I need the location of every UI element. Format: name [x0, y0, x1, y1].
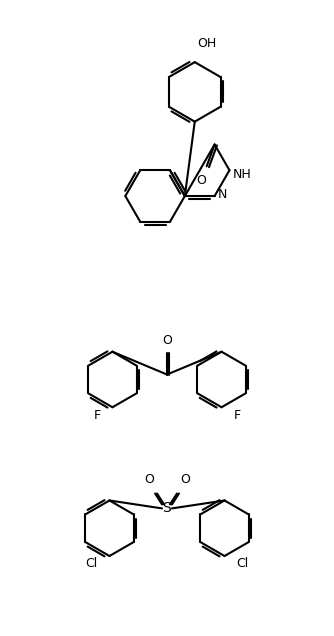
Text: O: O: [196, 174, 206, 187]
Text: Cl: Cl: [85, 557, 98, 570]
Text: NH: NH: [232, 168, 251, 181]
Text: F: F: [233, 409, 240, 422]
Text: O: O: [162, 334, 172, 347]
Text: O: O: [144, 473, 154, 486]
Text: O: O: [180, 473, 190, 486]
Text: OH: OH: [197, 38, 216, 50]
Text: N: N: [217, 188, 227, 200]
Text: Cl: Cl: [236, 557, 249, 570]
Text: S: S: [163, 501, 171, 515]
Text: F: F: [94, 409, 101, 422]
